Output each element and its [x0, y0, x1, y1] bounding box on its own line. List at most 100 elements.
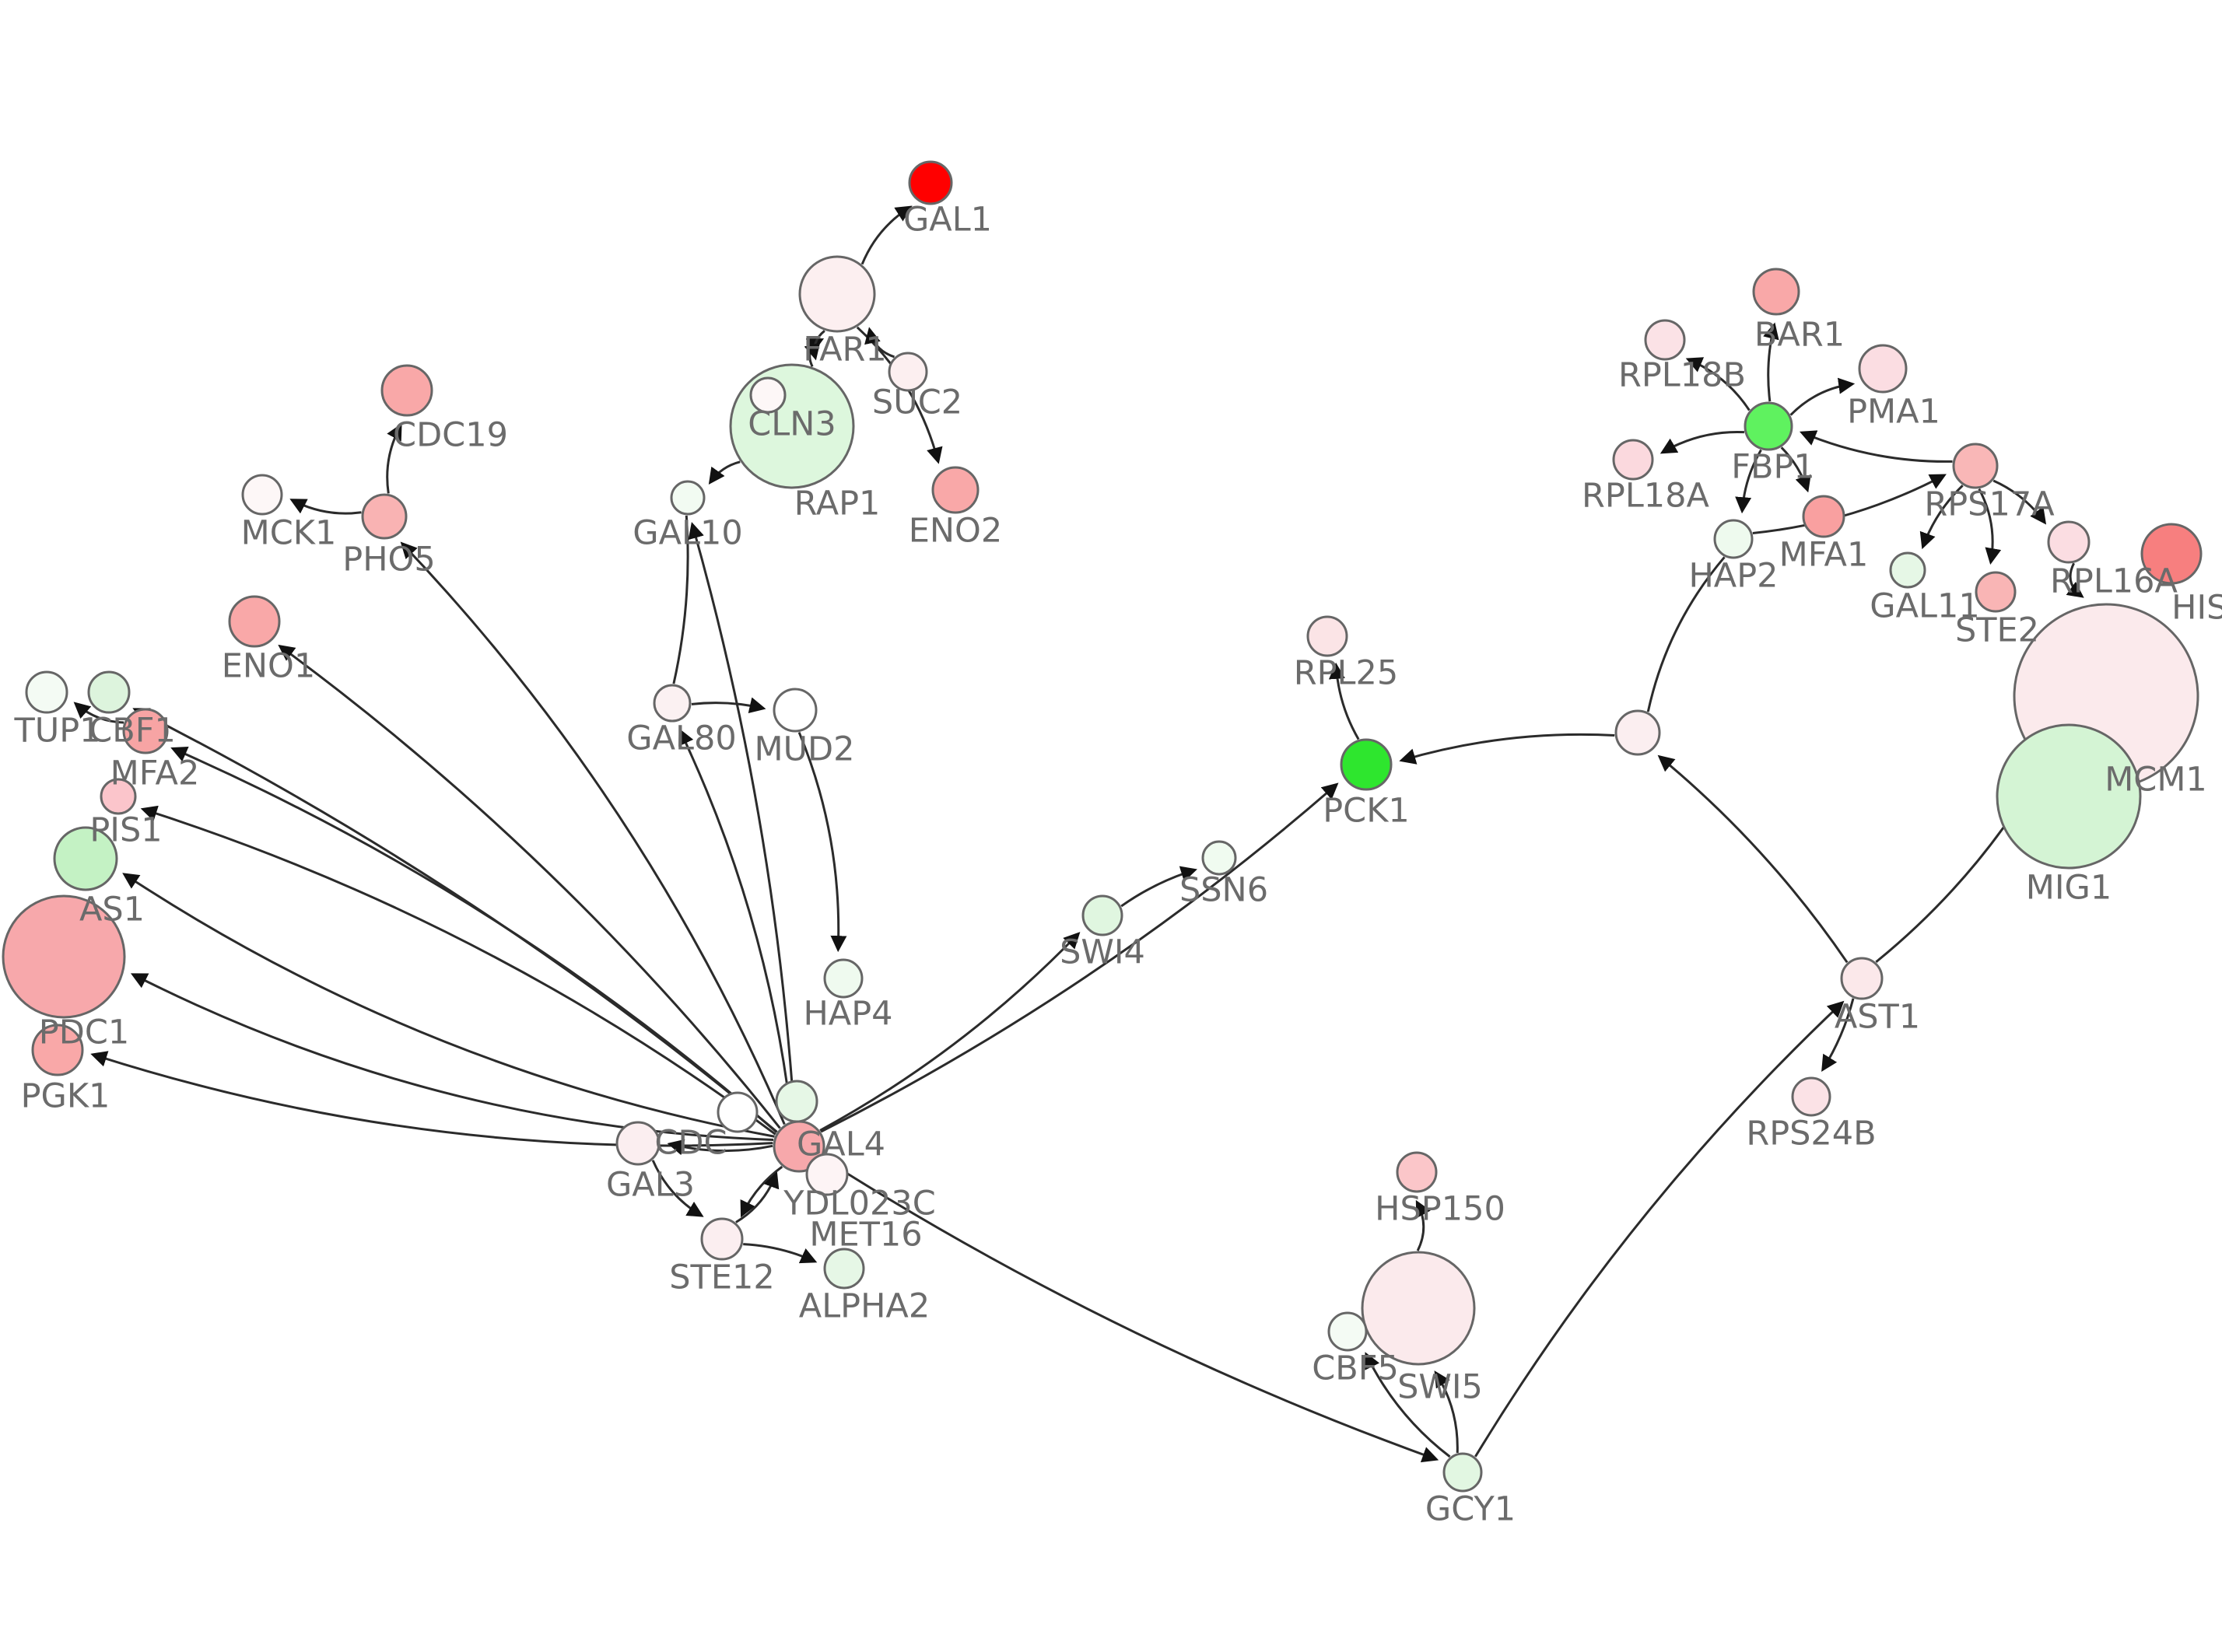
node-rpl18a[interactable]	[1612, 439, 1654, 481]
node-label-cdc: CDC	[654, 1124, 727, 1163]
node-label-rpl16a: RPL16A	[2050, 562, 2178, 601]
node-label-as1: AS1	[79, 891, 145, 929]
edges-layer	[73, 205, 2084, 1463]
node-eno1[interactable]	[228, 595, 281, 648]
node-ste2[interactable]	[1975, 571, 2017, 613]
node-alpha2[interactable]	[823, 1248, 865, 1290]
node-mud2[interactable]	[773, 688, 818, 733]
node-label-pho5: PHO5	[342, 541, 435, 579]
node-mfa2[interactable]	[122, 708, 169, 754]
edge-gcy1-to-cbf5	[1365, 1352, 1451, 1458]
node-gal11[interactable]	[1889, 551, 1926, 589]
edge-gal4-to-gal3	[667, 1139, 773, 1156]
node-cln3_inner[interactable]	[749, 376, 787, 414]
node-label-hsp150: HSP150	[1375, 1190, 1505, 1229]
node-ast1[interactable]	[1840, 957, 1884, 1000]
node-label-pma1: PMA1	[1847, 393, 1940, 432]
node-rps24b[interactable]	[1791, 1076, 1831, 1117]
node-pdc1[interactable]	[2, 894, 126, 1019]
node-label-pgk1: PGK1	[21, 1077, 110, 1116]
node-cdc_white[interactable]	[717, 1091, 759, 1133]
node-label-cbf1: CBF1	[89, 712, 176, 751]
edge-ast1-to-unlabeled1	[1657, 754, 1849, 964]
edge-hap2-to-rps17a	[1752, 474, 1947, 534]
node-rpl16a[interactable]	[2047, 520, 2091, 564]
node-pho5[interactable]	[361, 493, 408, 540]
node-pgk1[interactable]	[31, 1024, 84, 1076]
node-ssn6[interactable]	[1201, 840, 1237, 876]
node-suc2[interactable]	[888, 352, 928, 392]
node-as1[interactable]	[53, 826, 118, 891]
node-hap4[interactable]	[823, 958, 864, 999]
node-label-mfa1: MFA1	[1779, 536, 1869, 575]
node-gal4_top[interactable]	[775, 1080, 818, 1123]
node-swi5[interactable]	[1361, 1251, 1476, 1366]
node-pis1[interactable]	[100, 778, 137, 815]
node-label-gal10: GAL10	[633, 514, 742, 553]
edge-mfa2-to-tup1	[73, 702, 124, 724]
edge-rpl16a-to-mcm1	[2066, 562, 2084, 598]
node-gcy1[interactable]	[1442, 1452, 1483, 1493]
node-cdc19[interactable]	[380, 364, 433, 417]
edge-fbp1-to-rpl18b	[1685, 357, 1751, 411]
node-pck1[interactable]	[1340, 738, 1393, 791]
node-label-ste2: STE2	[1955, 611, 2039, 650]
node-label-mig1: MIG1	[2026, 869, 2112, 908]
node-gal3[interactable]	[615, 1121, 661, 1166]
node-label-mck1: MCK1	[241, 514, 337, 553]
node-label-eno2: ENO2	[909, 512, 1003, 551]
node-label-mcm1: MCM1	[2105, 761, 2207, 800]
edge-rps17a-to-fbp1	[1799, 430, 1953, 463]
edge-far1-to-gal1	[860, 205, 913, 265]
edge-cln3-to-gal10	[708, 460, 741, 485]
node-eno2[interactable]	[931, 466, 980, 514]
node-bar1[interactable]	[1752, 268, 1800, 316]
edge-gal80-to-mud2	[691, 697, 766, 713]
edge-fbp1-to-pma1	[1789, 377, 1856, 416]
node-label-met16: MET16	[809, 1216, 922, 1255]
node-cbf5[interactable]	[1327, 1311, 1368, 1352]
node-label-far1: FAR1	[803, 331, 886, 369]
edge-rps17a-to-gal11	[1919, 485, 1964, 550]
node-ydl023c[interactable]	[805, 1153, 849, 1196]
node-label-pck1: PCK1	[1323, 792, 1410, 831]
node-swi4[interactable]	[1081, 894, 1123, 936]
node-label-swi5: SWI5	[1397, 1368, 1483, 1407]
node-label-gal3: GAL3	[606, 1166, 695, 1205]
node-label-rpl18a: RPL18A	[1582, 477, 1709, 516]
edge-gal4-to-mfa2	[170, 746, 778, 1133]
labels-layer: GAL1 FAR1 CLN3 SUC2 ENO2 RAP1 GAL10 CDC19 MCK1PH…	[13, 201, 2222, 1529]
node-rpl25[interactable]	[1306, 615, 1348, 657]
node-tup1[interactable]	[25, 670, 68, 714]
edge-pck1-to-rpl25	[1328, 662, 1360, 740]
node-fbp1[interactable]	[1744, 401, 1793, 451]
node-ste12[interactable]	[700, 1217, 744, 1261]
node-label-rpl18b: RPL18B	[1618, 356, 1746, 395]
node-mig1[interactable]	[1996, 723, 2142, 870]
edge-gcy1-to-swi5	[1434, 1370, 1459, 1453]
node-label-ast1: AST1	[1835, 998, 1920, 1037]
node-rpl18b[interactable]	[1644, 319, 1686, 361]
edge-gal4-to-gal10	[688, 522, 796, 1121]
node-unlabeled1[interactable]	[1614, 709, 1661, 756]
node-far1[interactable]	[798, 255, 876, 333]
edge-far1-to-cln3	[804, 330, 825, 361]
node-pma1[interactable]	[1858, 344, 1908, 394]
node-hap2[interactable]	[1713, 519, 1754, 559]
node-gal1[interactable]	[908, 160, 953, 205]
edge-ast1-to-rps24b	[1821, 998, 1855, 1073]
node-mck1[interactable]	[241, 474, 283, 516]
node-gal80[interactable]	[653, 684, 692, 723]
node-rps17a[interactable]	[1952, 443, 1999, 489]
node-hsp150[interactable]	[1396, 1151, 1438, 1193]
edge-gcy1-to-ast1	[1474, 1000, 1845, 1458]
nodes-layer	[2, 160, 2203, 1493]
node-gal10[interactable]	[670, 480, 706, 516]
node-his4[interactable]	[2140, 523, 2203, 585]
edge-fbp1-to-rpl18a	[1659, 430, 1744, 454]
node-mfa1[interactable]	[1802, 495, 1845, 538]
node-cbf1[interactable]	[87, 670, 131, 714]
node-label-rps24b: RPS24B	[1746, 1115, 1876, 1153]
node-label-cdc19: CDC19	[393, 416, 508, 455]
